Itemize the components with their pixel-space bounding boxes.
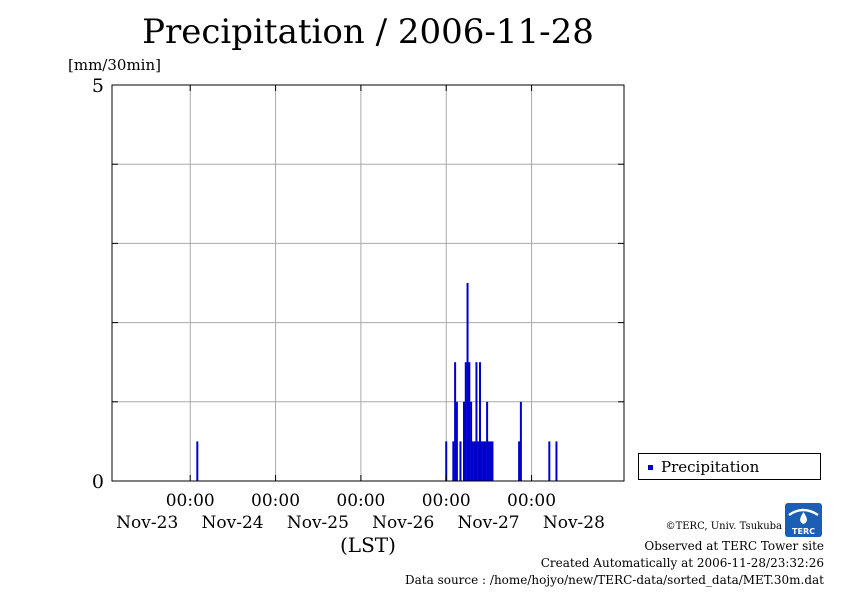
precipitation-bar	[480, 441, 483, 481]
precipitation-bar	[548, 441, 551, 481]
precipitation-bar	[459, 441, 462, 481]
precipitation-bar	[482, 441, 485, 481]
plot-frame	[111, 84, 625, 482]
x-tick-date-label: Nov-25	[287, 513, 349, 533]
precipitation-bar	[455, 401, 458, 481]
precipitation-bar	[196, 441, 199, 481]
x-tick-date-label: Nov-28	[543, 513, 605, 533]
x-tick-time-label: 00:00	[336, 491, 385, 511]
precipitation-bar	[487, 441, 490, 481]
precipitation-bar	[484, 441, 487, 481]
x-tick-time-label: 00:00	[422, 491, 471, 511]
precipitation-bar	[473, 441, 476, 481]
copyright-text: ©TERC, Univ. Tsukuba	[665, 521, 782, 532]
precipitation-bar	[464, 362, 467, 481]
x-tick-date-label: Nov-23	[116, 513, 178, 533]
axis-labels: 0500:00Nov-2300:00Nov-2400:00Nov-2500:00…	[92, 75, 605, 533]
precipitation-bar	[463, 401, 465, 481]
y-axis-unit-label: [mm/30min]	[68, 56, 161, 74]
x-tick-date-label: Nov-26	[372, 513, 434, 533]
logo-text: TERC	[792, 527, 815, 536]
precipitation-bar	[479, 362, 481, 481]
chart-title: Precipitation / 2006-11-28	[142, 12, 594, 52]
legend: Precipitation	[638, 453, 821, 480]
precipitation-bar	[445, 441, 448, 481]
x-axis-label: (LST)	[340, 533, 396, 557]
y-tick-label: 0	[92, 471, 104, 493]
y-tick-label: 5	[92, 75, 104, 97]
precipitation-bar	[477, 441, 480, 481]
precipitation-bar	[468, 362, 471, 481]
precipitation-bar	[519, 401, 522, 481]
precipitation-bar	[518, 441, 521, 481]
precipitation-bar	[471, 441, 474, 481]
precipitation-bar	[555, 441, 558, 481]
observed-text: Observed at TERC Tower site	[644, 539, 824, 553]
x-tick-time-label: 00:00	[507, 491, 556, 511]
axis-ticks	[112, 84, 624, 482]
precipitation-bar	[486, 401, 489, 481]
x-tick-date-label: Nov-24	[202, 513, 264, 533]
terc-logo: TERC	[785, 503, 822, 537]
precipitation-bar	[452, 441, 455, 481]
created-text: Created Automatically at 2006-11-28/23:3…	[540, 556, 824, 570]
precipitation-bar	[470, 401, 473, 481]
legend-label: Precipitation	[661, 458, 760, 476]
precipitation-bar	[454, 362, 457, 481]
x-tick-date-label: Nov-27	[458, 513, 520, 533]
precipitation-bar	[475, 362, 478, 481]
precipitation-bar	[489, 441, 492, 481]
x-tick-time-label: 00:00	[166, 491, 215, 511]
legend-swatch	[648, 465, 653, 470]
bar-series	[196, 283, 558, 481]
precipitation-bar	[491, 441, 494, 481]
x-tick-time-label: 00:00	[251, 491, 300, 511]
grid	[112, 85, 624, 481]
data-source-text: Data source : /home/hojyo/new/TERC-data/…	[405, 573, 824, 587]
precipitation-bar	[466, 283, 469, 481]
